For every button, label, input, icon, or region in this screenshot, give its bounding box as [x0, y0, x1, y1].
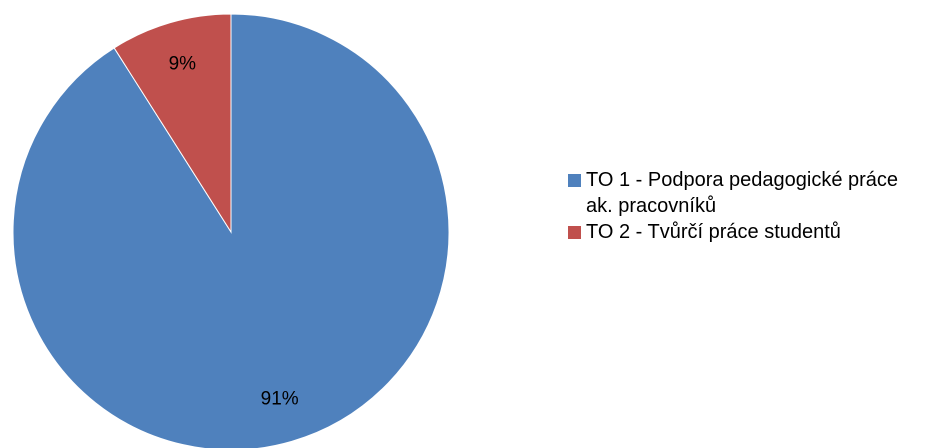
legend-label-to1: TO 1 - Podpora pedagogické práce ak. pra…: [586, 169, 899, 217]
legend-label-to2: TO 2 - Tvůrčí práce studentů: [586, 221, 841, 243]
legend-swatch-to2: [568, 226, 581, 239]
pie-slice-to2: [113, 13, 232, 234]
legend-item-to1: TO 1 - Podpora pedagogické práce ak. pra…: [568, 167, 928, 219]
data-label-to2: 9%: [169, 54, 197, 75]
legend-swatch-to1: [568, 174, 581, 187]
data-label-to1: 91%: [261, 389, 299, 410]
legend: TO 1 - Podpora pedagogické práce ak. pra…: [568, 167, 928, 245]
legend-item-to2: TO 2 - Tvůrčí práce studentů: [568, 219, 928, 245]
pie-chart: 91% 9%: [12, 13, 450, 448]
